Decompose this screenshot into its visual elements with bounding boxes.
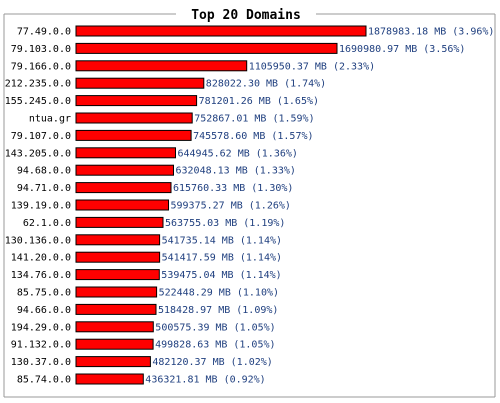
- value-label: 522448.29 MB (1.10%): [159, 288, 279, 299]
- bar: [75, 95, 198, 107]
- bar: [75, 112, 193, 124]
- value-label: 436321.81 MB (0.92%): [145, 375, 265, 386]
- chart-title: Top 20 Domains: [191, 8, 301, 23]
- bar: [75, 338, 154, 350]
- value-label: 752867.01 MB (1.59%): [194, 114, 314, 125]
- bar: [75, 129, 192, 141]
- domain-label: 62.1.0.0: [23, 218, 71, 229]
- value-label: 828022.30 MB (1.74%): [206, 79, 326, 90]
- bar: [75, 60, 248, 72]
- value-label: 1878983.18 MB (3.96%): [368, 27, 494, 38]
- domain-label: 79.103.0.0: [11, 44, 71, 55]
- domain-label: 143.205.0.0: [5, 148, 71, 159]
- value-label: 644945.62 MB (1.36%): [178, 148, 298, 159]
- value-label: 781201.26 MB (1.65%): [199, 96, 319, 107]
- bar: [75, 77, 205, 89]
- domain-label: 130.136.0.0: [5, 235, 71, 246]
- domain-label: 85.75.0.0: [17, 288, 71, 299]
- domain-label: 141.20.0.0: [11, 253, 71, 264]
- domain-label: 77.49.0.0: [17, 27, 71, 38]
- bar: [75, 356, 151, 368]
- domain-label: 134.76.0.0: [11, 270, 71, 281]
- bar: [75, 147, 176, 159]
- bars-group: 77.49.0.0 1878983.18 MB (3.96%) 79.103.0.0…: [5, 25, 494, 386]
- value-label: 1105950.37 MB (2.33%): [249, 61, 375, 72]
- domain-label: ntua.gr: [29, 114, 71, 125]
- bar: [75, 164, 174, 176]
- value-label: 518428.97 MB (1.09%): [158, 305, 278, 316]
- domain-label: 139.19.0.0: [11, 201, 71, 212]
- domain-label: 79.107.0.0: [11, 131, 71, 142]
- value-label: 615760.33 MB (1.30%): [173, 183, 293, 194]
- bar: [75, 321, 154, 333]
- domain-label: 94.71.0.0: [17, 183, 71, 194]
- value-label: 563755.03 MB (1.19%): [165, 218, 285, 229]
- value-label: 1690980.97 MB (3.56%): [339, 44, 465, 55]
- domain-label: 212.235.0.0: [5, 79, 71, 90]
- domain-label: 94.66.0.0: [17, 305, 71, 316]
- domain-label: 79.166.0.0: [11, 61, 71, 72]
- bar: [75, 182, 172, 194]
- bar: [75, 303, 157, 315]
- domain-label: 155.245.0.0: [5, 96, 71, 107]
- value-label: 599375.27 MB (1.26%): [171, 201, 291, 212]
- value-label: 745578.60 MB (1.57%): [193, 131, 313, 142]
- domain-label: 85.74.0.0: [17, 375, 71, 386]
- value-label: 500575.39 MB (1.05%): [155, 322, 275, 333]
- value-label: 541417.59 MB (1.14%): [162, 253, 282, 264]
- value-label: 482120.37 MB (1.02%): [152, 357, 272, 368]
- bar: [75, 234, 161, 246]
- value-label: 541735.14 MB (1.14%): [162, 235, 282, 246]
- bar: [75, 42, 338, 54]
- bar: [75, 199, 169, 211]
- value-label: 539475.04 MB (1.14%): [161, 270, 281, 281]
- domain-label: 91.132.0.0: [11, 340, 71, 351]
- bar: [75, 25, 367, 37]
- value-label: 632048.13 MB (1.33%): [176, 166, 296, 177]
- bar: [75, 251, 161, 263]
- domain-label: 130.37.0.0: [11, 357, 71, 368]
- bar: [75, 269, 160, 281]
- domain-label: 94.68.0.0: [17, 166, 71, 177]
- bar: [75, 286, 158, 298]
- bar: [75, 216, 164, 228]
- chart-frame: [3, 13, 496, 398]
- domain-label: 194.29.0.0: [11, 322, 71, 333]
- value-label: 499828.63 MB (1.05%): [155, 340, 275, 351]
- bar: [75, 373, 144, 385]
